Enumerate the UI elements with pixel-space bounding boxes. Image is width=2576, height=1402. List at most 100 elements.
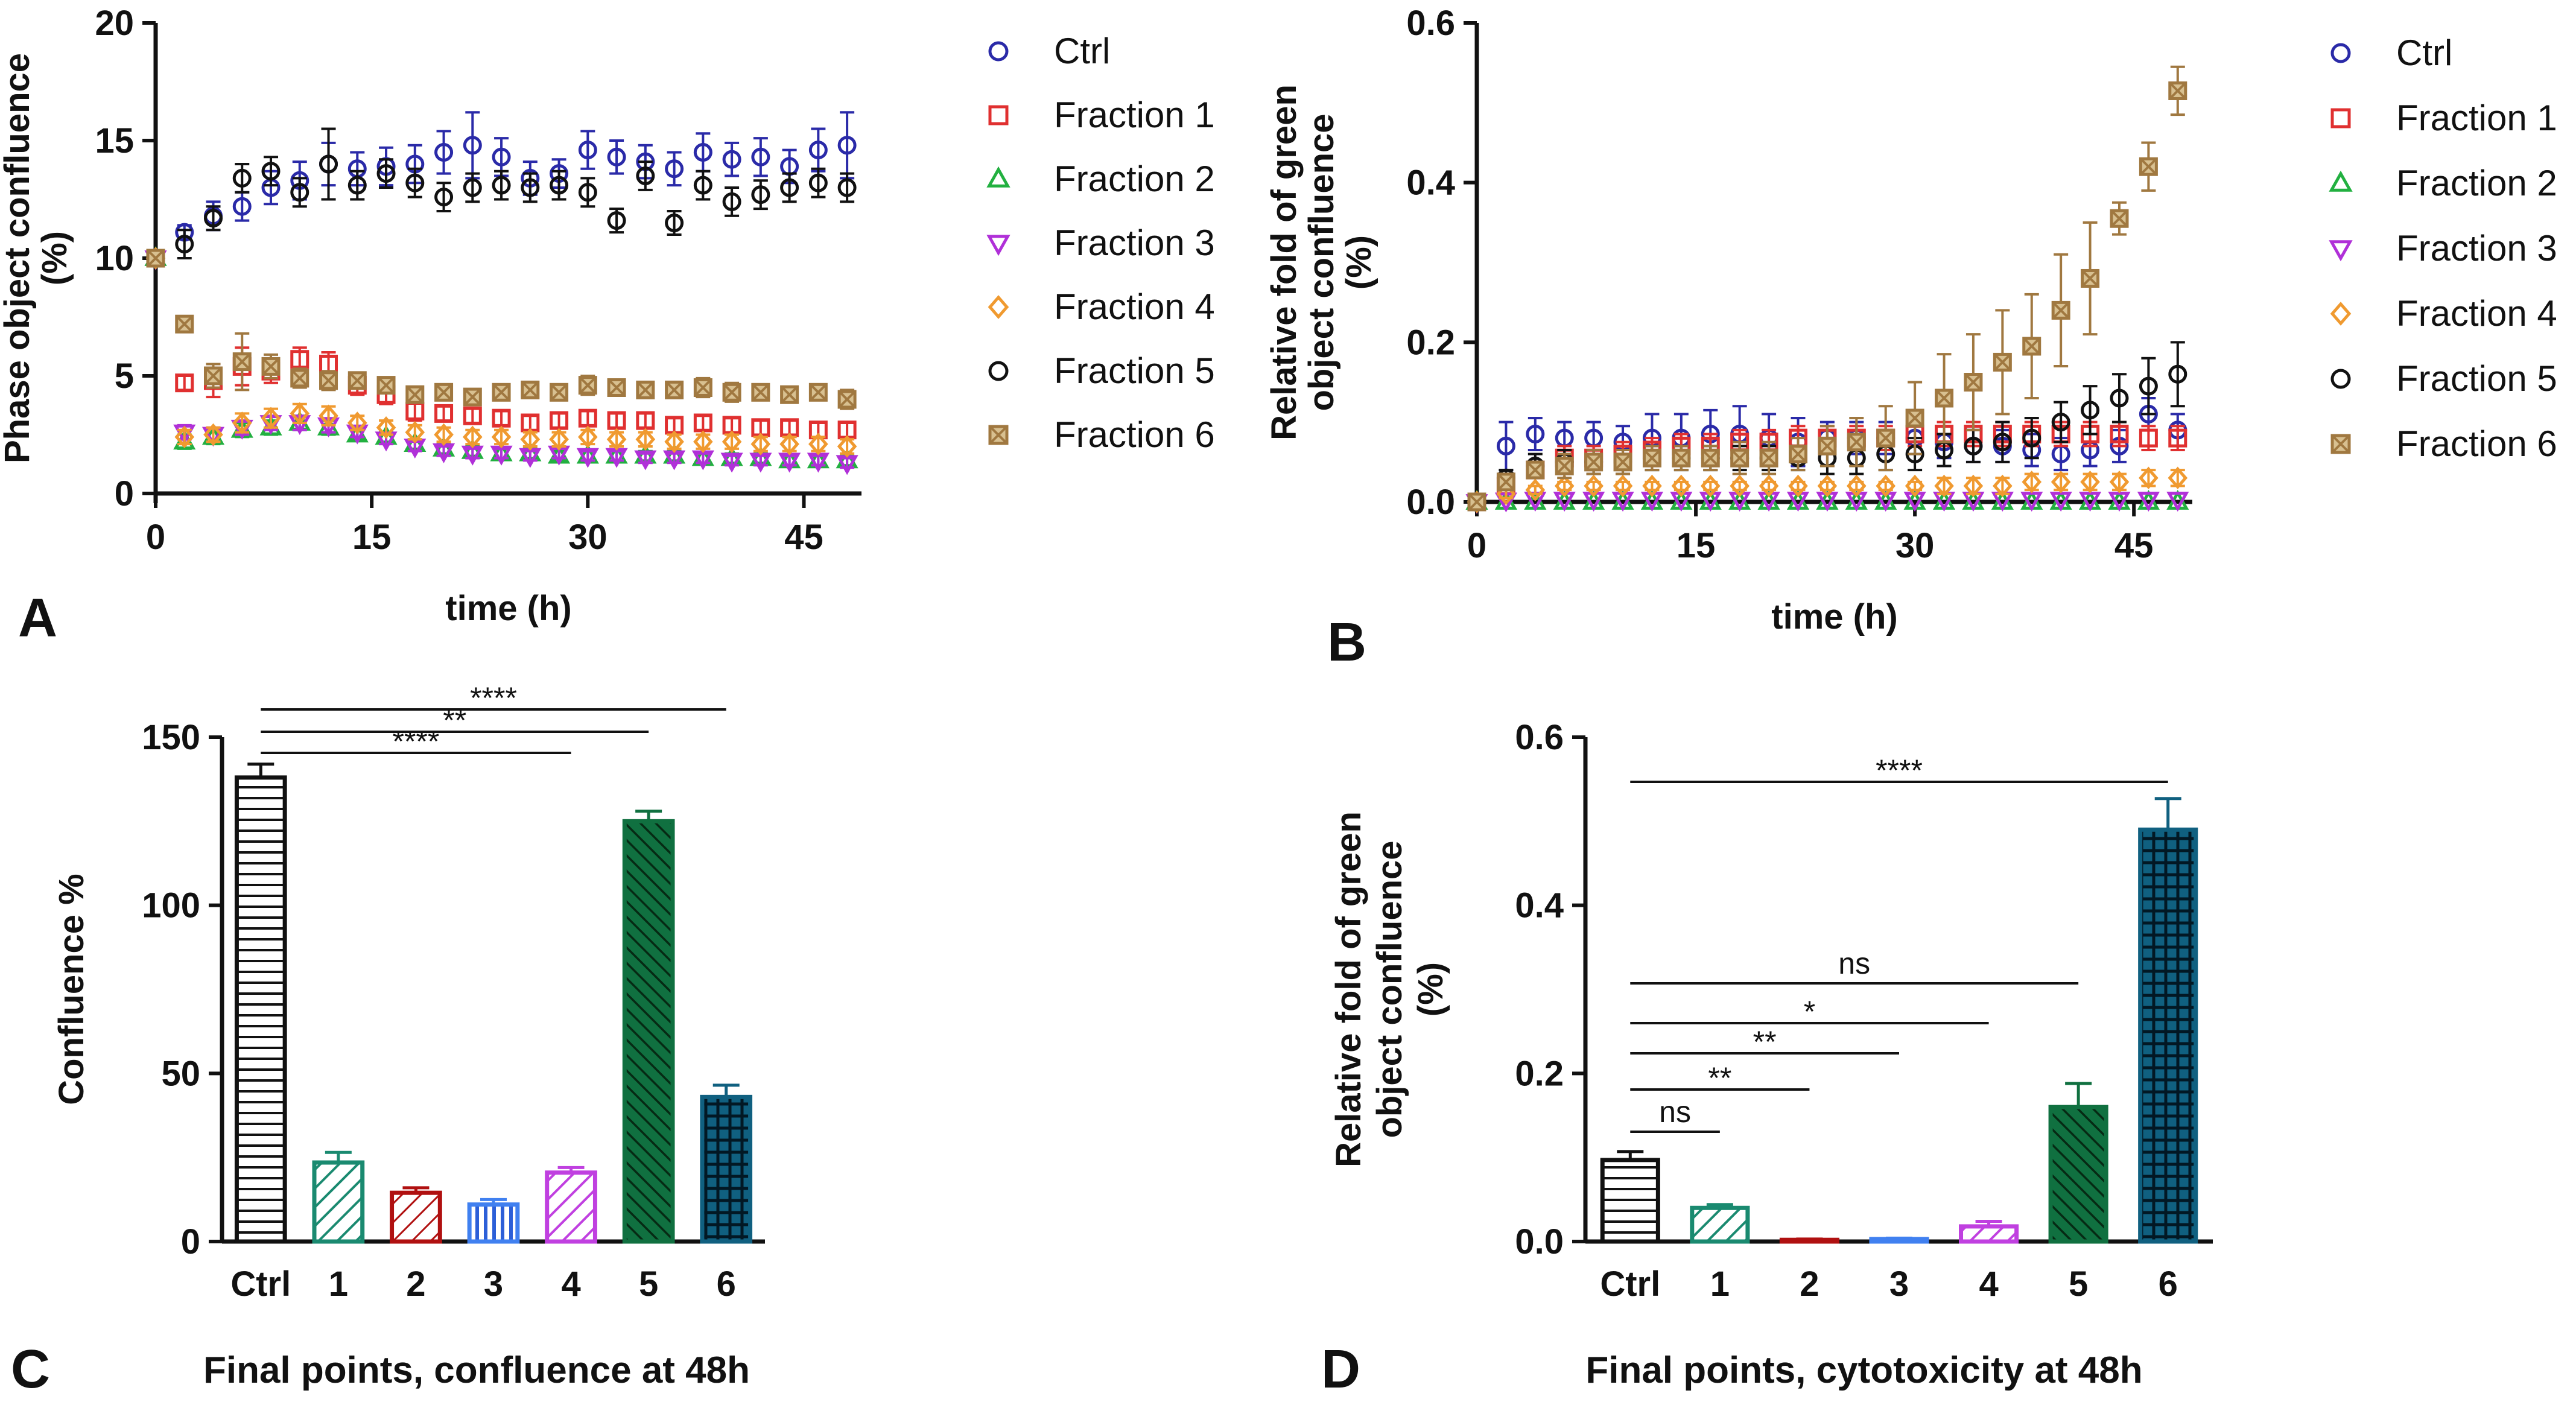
data-point: [2022, 471, 2042, 493]
panel-b-legend-marker-fraction-6: [2330, 434, 2351, 454]
data-point-x2: [665, 381, 684, 399]
panel-b-x-tick-label: 30: [1896, 526, 1935, 565]
panel-a-y-tick-label: 20: [95, 4, 134, 43]
data-point: [2110, 425, 2129, 444]
panel-b-x-tick-label: 15: [1677, 526, 1716, 565]
data-point: [750, 433, 771, 455]
data-point: [232, 411, 252, 434]
panel-a-y-tick-label: 5: [115, 357, 134, 396]
panel-b-x-tick-label: 0: [1467, 526, 1486, 565]
data-point: [1847, 433, 1866, 452]
panel-a-legend-label-fraction-3: Fraction 3: [1054, 223, 1215, 263]
data-point: [808, 173, 828, 192]
data-point: [2168, 81, 2187, 100]
data-point-x2: [1555, 457, 1573, 475]
data-point: [2110, 209, 2129, 228]
data-point: [1876, 474, 1896, 498]
data-point-x2: [1497, 473, 1515, 491]
data-point: [463, 387, 482, 407]
data-point-x2: [636, 381, 655, 399]
data-point: [1642, 448, 1661, 468]
data-point: [434, 143, 454, 162]
data-point: [1846, 474, 1867, 498]
data-point-x2: [262, 357, 280, 375]
panel-a-letter: A: [18, 588, 57, 649]
data-point: [665, 380, 684, 399]
panel-a-legend-marker-fraction-1: [988, 105, 1009, 125]
data-point: [808, 141, 828, 160]
data-point: [2022, 337, 2041, 356]
data-point: [319, 154, 338, 174]
data-point: [1526, 425, 1545, 444]
data-point: [578, 141, 597, 160]
data-point: [434, 188, 454, 207]
data-point: [2051, 300, 2070, 320]
data-point: [665, 214, 684, 232]
panel-b-y-axis-title: Relative fold of green: [1264, 84, 1304, 440]
data-point: [808, 433, 828, 455]
panel-a-legend-label-fraction-2: Fraction 2: [1054, 159, 1215, 199]
data-point: [1526, 460, 1545, 480]
data-point: [434, 423, 454, 446]
panel-b-legend-marker-fraction-2: [2329, 170, 2353, 192]
panel-a-legend-label-ctrl: Ctrl: [1054, 31, 1110, 71]
data-point: [1613, 474, 1633, 498]
panel-c-sig-label: ****: [470, 681, 517, 715]
data-point: [635, 428, 656, 451]
panel-b-legend-marker-fraction-3: [2329, 240, 2353, 262]
panel-a-y-tick-label: 10: [95, 239, 134, 278]
data-point: [1788, 474, 1808, 498]
panel-d-y-axis-title: (%): [1411, 962, 1450, 1017]
panel-c-bar-ctrl: [234, 775, 287, 1244]
data-point: [578, 376, 597, 395]
panel-c-x-tick-label-ctrl: Ctrl: [230, 1264, 291, 1304]
panel-d-y-tick-label: 0.0: [1515, 1222, 1564, 1261]
data-point: [1642, 474, 1662, 498]
data-point: [232, 168, 252, 188]
panel-b-y-tick-label: 0.6: [1406, 4, 1455, 43]
data-point: [1759, 474, 1779, 498]
data-point-x2: [2110, 209, 2128, 227]
data-point-x2: [2023, 337, 2041, 355]
data-point-x2: [550, 383, 568, 401]
data-point: [1730, 448, 1750, 468]
panel-d-sig-label: **: [1708, 1061, 1731, 1095]
data-point: [290, 350, 309, 369]
panel-c-bar-3: [467, 1202, 520, 1244]
data-point-x2: [2052, 301, 2070, 319]
panel-d-sig-label: ****: [1876, 753, 1923, 787]
data-point: [837, 136, 857, 155]
data-point: [175, 314, 194, 334]
panel-d-x-tick-label-3: 3: [1889, 1264, 1909, 1304]
panel-c-x-tick-label-5: 5: [639, 1264, 658, 1304]
data-point: [1905, 474, 1925, 498]
data-point: [2168, 466, 2188, 490]
data-point: [1671, 474, 1692, 498]
panel-d-caption: Final points, cytotoxicity at 48h: [1585, 1350, 2142, 1391]
panel-b-legend-marker-ctrl: [2330, 43, 2351, 63]
panel-a-y-tick-label: 15: [95, 121, 134, 160]
panel-a-y-axis-title: (%): [35, 231, 74, 285]
data-point-x2: [1818, 437, 1836, 455]
panel-d-x-tick-label-4: 4: [1979, 1264, 1998, 1304]
panel-d-x-tick-label-1: 1: [1710, 1264, 1730, 1304]
data-point: [405, 385, 425, 404]
data-point: [2081, 268, 2100, 288]
panel-d-x-tick-label-ctrl: Ctrl: [1600, 1264, 1660, 1304]
panel-c-y-tick-label: 50: [161, 1054, 200, 1093]
panel-d-x-tick-label-5: 5: [2069, 1264, 2088, 1304]
data-point: [290, 183, 309, 202]
data-point: [463, 136, 482, 155]
panel-c-y-tick-label: 100: [142, 886, 200, 925]
data-point: [1963, 474, 1984, 498]
data-point: [319, 404, 338, 428]
panel-c-x-tick-label-6: 6: [717, 1264, 736, 1304]
data-point: [2139, 157, 2158, 176]
panel-c-x-tick-label-3: 3: [484, 1264, 503, 1304]
panel-c-y-axis-title: Confluence %: [52, 874, 91, 1105]
panel-c-sig-label: ****: [393, 725, 440, 758]
panel-d-sig-label: ns: [1659, 1095, 1691, 1129]
panel-a-legend-marker-fraction-5: [988, 361, 1009, 381]
panel-b-legend-marker-fraction-6-x2: [2331, 434, 2350, 454]
